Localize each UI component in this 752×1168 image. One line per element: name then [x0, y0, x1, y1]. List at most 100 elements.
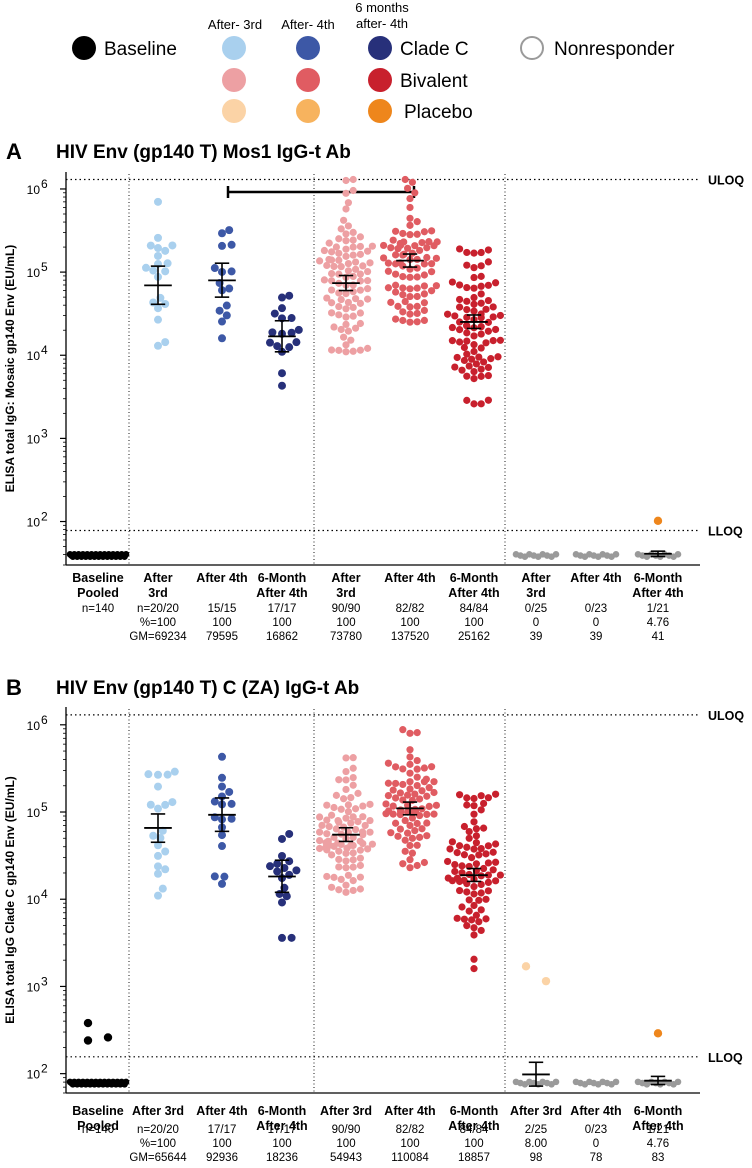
panel-a-data-point — [146, 241, 155, 250]
panel-a-data-point — [392, 288, 400, 296]
panel-b-data-point — [330, 803, 338, 812]
panel-a-data-point — [484, 281, 492, 289]
panel-b-data-point — [384, 807, 393, 815]
panel-a-category-label: 3rd — [336, 586, 355, 600]
panel-a-data-point — [332, 243, 340, 251]
panel-b-data-point — [366, 816, 374, 825]
panel-a-data-point — [463, 372, 471, 380]
panel-a-data-point — [349, 272, 357, 281]
panel-b-data-point — [484, 842, 492, 850]
panel-b-data-point — [394, 832, 402, 840]
panel-b-data-point — [468, 854, 476, 862]
panel-b-data-point — [475, 896, 483, 904]
panel-b-data-point — [387, 829, 395, 837]
panel-b-category-label: After 4th — [448, 1119, 499, 1133]
panel-a-data-point — [477, 272, 485, 280]
panel-b-data-point — [470, 794, 478, 803]
panel-b-data-point — [335, 855, 343, 863]
panel-b-data-point — [430, 778, 438, 786]
panel-a-stat-n: 82/82 — [396, 603, 425, 615]
panel-a-data-point — [420, 299, 428, 307]
panel-b-data-point — [413, 773, 421, 781]
panel-a-data-point — [335, 270, 343, 278]
panel-a-data-point — [337, 225, 345, 233]
panel-b-data-point — [392, 794, 400, 802]
legend-bivalent-after3-marker — [222, 68, 246, 92]
panel-a-stat-pct: 0 — [593, 617, 599, 629]
panel-a-data-point — [364, 277, 372, 285]
panel-a-data-point — [270, 309, 279, 318]
legend-placebo-6mo-marker — [368, 99, 392, 123]
panel-a-data-point — [420, 316, 428, 325]
panel-b-stat-n: n=140 — [82, 1124, 114, 1136]
panel-a-stat-n: 90/90 — [332, 603, 361, 615]
panel-b-data-point — [406, 821, 414, 830]
panel-a-category-label: 3rd — [148, 586, 167, 600]
panel-b-data-point — [425, 784, 433, 792]
panel-a-stat-pct: 100 — [212, 617, 231, 629]
panel-b-data-point — [416, 795, 424, 803]
panel-a-data-point — [484, 396, 492, 404]
panel-b-data-point — [163, 770, 172, 779]
panel-a-stat-n: n=20/20 — [137, 603, 179, 615]
panel-a-data-point — [492, 325, 500, 334]
panel-a-data-point — [470, 273, 478, 282]
panel-a-data-point — [325, 239, 333, 247]
panel-b-data-point — [149, 831, 158, 840]
panel-a-data-point — [470, 332, 478, 340]
panel-a-category-5 — [380, 175, 441, 326]
panel-b-data-point — [349, 849, 357, 857]
panel-b-data-point — [470, 845, 478, 853]
legend-baseline-marker — [72, 36, 96, 60]
panel-b-category-label: Pooled — [77, 1119, 119, 1133]
panel-b-data-point — [484, 859, 492, 867]
panel-a-stat-n: 0/25 — [525, 603, 547, 615]
panel-b-data-point — [460, 876, 468, 884]
panel-a-category-label: After 4th — [632, 586, 683, 600]
panel-b-stat-pct: 4.76 — [647, 1138, 669, 1150]
panel-b-stat-n: 90/90 — [332, 1124, 361, 1136]
panel-a-data-point — [428, 268, 436, 276]
panel-b-data-point — [418, 787, 426, 795]
panel-a-data-point — [320, 276, 328, 284]
panel-a-data-point — [399, 284, 407, 292]
panel-b-category-label: 6-Month — [634, 1104, 683, 1118]
panel-a-data-point — [462, 321, 471, 330]
panel-b-data-point — [356, 885, 364, 893]
panel-b-stat-gm: 18857 — [458, 1152, 490, 1164]
panel-a-category-label: After 4th — [384, 571, 435, 585]
panel-b-category-label: 6-Month — [258, 1104, 307, 1118]
panel-a-data-point — [384, 284, 392, 292]
panel-a-data-point — [387, 244, 395, 252]
panel-a-data-point — [154, 197, 162, 206]
panel-b-data-point — [356, 846, 364, 854]
panel-a-data-point — [463, 248, 471, 257]
panel-a-data-point — [482, 339, 490, 347]
panel-b-data-point — [492, 840, 500, 848]
panel-b-data-point — [154, 862, 162, 871]
panel-b-data-point — [408, 849, 416, 857]
panel-b-stat-n: 84/84 — [460, 1124, 489, 1136]
panel-a-data-point — [413, 255, 421, 264]
panel-b-data-point — [430, 788, 438, 797]
panel-a-data-point — [406, 285, 414, 293]
panel-a-data-point — [463, 305, 471, 314]
panel-a-data-point — [456, 303, 464, 311]
panel-a-stat-gm: 41 — [652, 631, 665, 643]
panel-b-data-point — [482, 915, 490, 923]
panel-a-data-point — [432, 254, 440, 262]
panel-b-data-point — [356, 873, 364, 881]
panel-b-data-point — [316, 813, 324, 821]
panel-b-stat-gm: 110084 — [391, 1152, 429, 1164]
panel-b-data-point — [477, 880, 485, 889]
panel-b-data-point — [342, 857, 350, 865]
panel-a-data-point — [368, 242, 376, 250]
panel-a-data-point — [340, 333, 348, 341]
panel-a-title: HIV Env (gp140 T) Mos1 IgG-t Ab — [56, 142, 351, 163]
panel-a-data-point — [470, 300, 478, 308]
panel-a-data-point — [163, 259, 172, 268]
panel-b-category-3 — [266, 829, 301, 942]
panel-a-data-point — [470, 341, 478, 349]
